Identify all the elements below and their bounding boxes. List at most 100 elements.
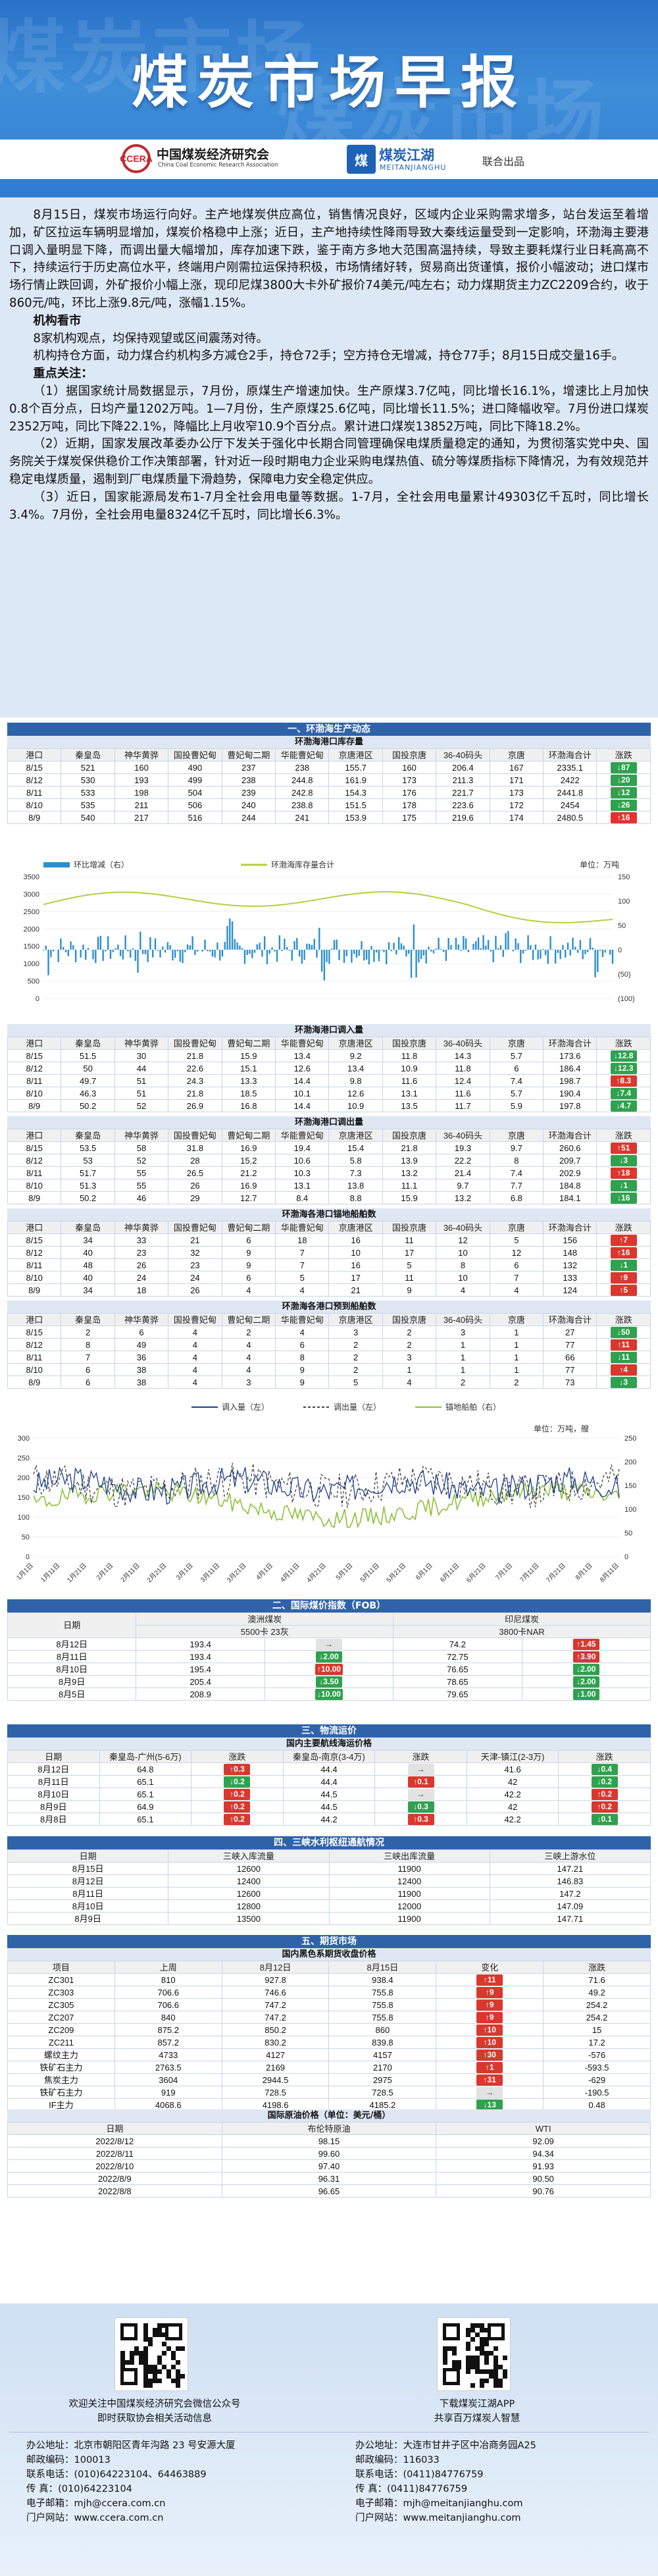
table-row: 8月8日 65.1 ↑0.2 44.2 ↑0.3 42.2 ↓0.1 (7, 1813, 651, 1826)
qr-module (443, 2351, 447, 2356)
bar (243, 950, 246, 964)
bar (196, 950, 199, 952)
ccera-website[interactable]: www.ccera.com.cn (74, 2513, 164, 2523)
bar (393, 942, 395, 950)
table-title: 国际原油价格（单位：美元/桶） (7, 2109, 651, 2122)
table-cell: ↓10.00 (264, 1687, 394, 1701)
change-badge: ↑0.3 (407, 1814, 434, 1825)
column-header: 环渤海合计 (543, 1221, 597, 1234)
table-cell: 49 (114, 1338, 169, 1351)
qr-module (470, 2356, 475, 2360)
column-header: 5500卡 23灰 (136, 1625, 394, 1638)
table-cell: 96.31 (221, 2172, 437, 2185)
table-cell: 6 (61, 1363, 115, 1376)
qr-module (503, 2374, 507, 2379)
table-cell: 38 (114, 1363, 169, 1376)
table-cell: ↓7.4 (596, 1087, 651, 1100)
column-header: 秦皇岛-南京(3-4万) (282, 1750, 376, 1763)
x-tick-label: 6月1日 (414, 1562, 434, 1582)
bar (373, 950, 375, 962)
table-cell: 9 (221, 1246, 276, 1259)
table-cell: 155.7 (328, 761, 383, 774)
table-cell: 5.9 (489, 1099, 544, 1112)
change-badge: ↑10 (476, 2024, 503, 2036)
y-tick-label: 0 (618, 946, 622, 954)
qr-module (171, 2351, 176, 2356)
column-header: 国投曹妃甸 (168, 1313, 222, 1326)
table-cell: 8/11 (7, 786, 62, 799)
table-cell: 506 (168, 798, 222, 811)
table-cell: 13.1 (275, 1179, 330, 1192)
qr-module (480, 2351, 484, 2356)
table-cell: 147.2 (489, 1887, 651, 1900)
bar (216, 942, 218, 950)
change-badge: ↑11 (476, 1974, 503, 1986)
change-badge: ↑0.2 (591, 1789, 618, 1800)
change-badge: ↓12 (610, 787, 637, 798)
table-header-row: 港口 秦皇岛 神华黄骅 国投曹妃甸 曹妃甸二期 华能曹妃甸 京唐港区 国投京唐 36-40码头京… (7, 748, 651, 761)
qr-module (503, 2356, 507, 2360)
bar (445, 950, 447, 962)
table-cell: 184.1 (543, 1191, 597, 1204)
table-row: 8月10日 195.4 ↑10.00 76.65 ↓2.00 (7, 1662, 651, 1676)
ccera-wechat-qr-code[interactable] (115, 2318, 188, 2390)
x-tick-label: 1月21日 (66, 1562, 88, 1584)
y-tick-label: 200 (18, 1474, 30, 1482)
table-header-row: 港口 秦皇岛 神华黄骅 国投曹妃甸 曹妃甸二期 华能曹妃甸 京唐港区 国投京唐 36-40码头京… (7, 1221, 651, 1234)
bar (358, 950, 360, 956)
bar (308, 944, 311, 950)
table-cell: 15.9 (382, 1191, 437, 1204)
data-table: 港口 秦皇岛 神华黄骅 国投曹妃甸 曹妃甸二期 华能曹妃甸 京唐港区 国投京唐 36-40码头京… (7, 1129, 651, 1204)
ccera-email[interactable]: mjh@ccera.com.cn (74, 2498, 166, 2509)
bar (502, 950, 504, 957)
bar (144, 950, 147, 954)
table-cell: 219.6 (436, 811, 490, 824)
intro-paragraph: （1）据国家统计局数据显示，7月份，原煤生产增速加快。生产原煤3.7亿吨，同比增… (9, 384, 649, 434)
legend-label: 调入量（左） (222, 1402, 269, 1412)
table-cell: 焦炭主力 (7, 2073, 115, 2086)
table-cell: 36 (114, 1351, 169, 1364)
table-cell: 3 (436, 1326, 490, 1339)
qr-module (176, 2346, 180, 2351)
table-cell: 244 (221, 811, 276, 824)
table-cell: 28 (168, 1154, 222, 1167)
y-tick-label: 3000 (24, 890, 39, 898)
bar (415, 950, 417, 978)
table-cell: 2480.5 (543, 811, 597, 824)
bar (186, 944, 189, 950)
table-cell: ↓3 (596, 1376, 651, 1389)
qr-module (148, 2365, 153, 2369)
column-header: 秦皇岛 (61, 1313, 115, 1326)
table-cell: 193.4 (136, 1650, 265, 1663)
change-badge: ↑0.2 (224, 1789, 251, 1800)
column-header: 3800卡NAR (393, 1625, 651, 1638)
change-badge: ↑9 (476, 1999, 503, 2011)
column-header: 京唐港区 (328, 1129, 383, 1142)
table-cell: 755.8 (328, 1986, 437, 1999)
qr-finder (488, 2323, 505, 2340)
column-header: 华能曹妃甸 (275, 1037, 330, 1050)
table-cell: 8月9日 (7, 1912, 169, 1925)
table-cell: ↑9 (436, 1998, 544, 2011)
qr-module (484, 2351, 489, 2356)
bar (194, 950, 196, 955)
mtjh-website[interactable]: www.meitanjianghu.com (403, 2513, 521, 2523)
unit-label: 单位：万吨 (580, 860, 619, 869)
table-cell: 8/15 (7, 1049, 62, 1062)
column-header: 港口 (7, 748, 62, 761)
table-row: ZC211 857.2 830.2 839.8 ↑10 17.2 (7, 2036, 651, 2049)
column-header: 秦皇岛 (61, 748, 115, 761)
column-header: 36-40码头 (436, 1221, 490, 1234)
table-cell: 4 (168, 1338, 222, 1351)
column-header: 变化 (436, 1961, 544, 1974)
bar (400, 943, 403, 950)
mtjh-email[interactable]: mjh@meitanjianghu.com (403, 2498, 523, 2509)
table-cell: 176 (382, 786, 437, 799)
table-row: 8/11 7 36 4 4 8 2 3 1 1 66 ↓11 (7, 1351, 651, 1364)
bar (604, 950, 606, 953)
table-cell: 41.6 (466, 1763, 559, 1776)
bar (465, 938, 467, 950)
change-badge: ↓0.1 (591, 1814, 618, 1825)
app-download-qr-code[interactable] (438, 2318, 510, 2390)
